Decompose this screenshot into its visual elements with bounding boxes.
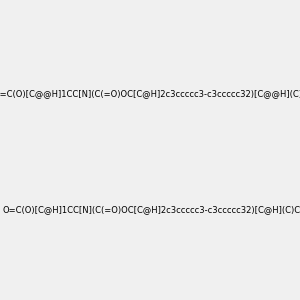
Text: O=C(O)[C@H]1CC[N](C(=O)OC[C@H]2c3ccccc3-c3ccccc32)[C@H](C)C1: O=C(O)[C@H]1CC[N](C(=O)OC[C@H]2c3ccccc3-… (2, 205, 300, 214)
Text: O=C(O)[C@@H]1CC[N](C(=O)OC[C@H]2c3ccccc3-c3ccccc32)[C@@H](C)C1: O=C(O)[C@@H]1CC[N](C(=O)OC[C@H]2c3ccccc3… (0, 89, 300, 98)
